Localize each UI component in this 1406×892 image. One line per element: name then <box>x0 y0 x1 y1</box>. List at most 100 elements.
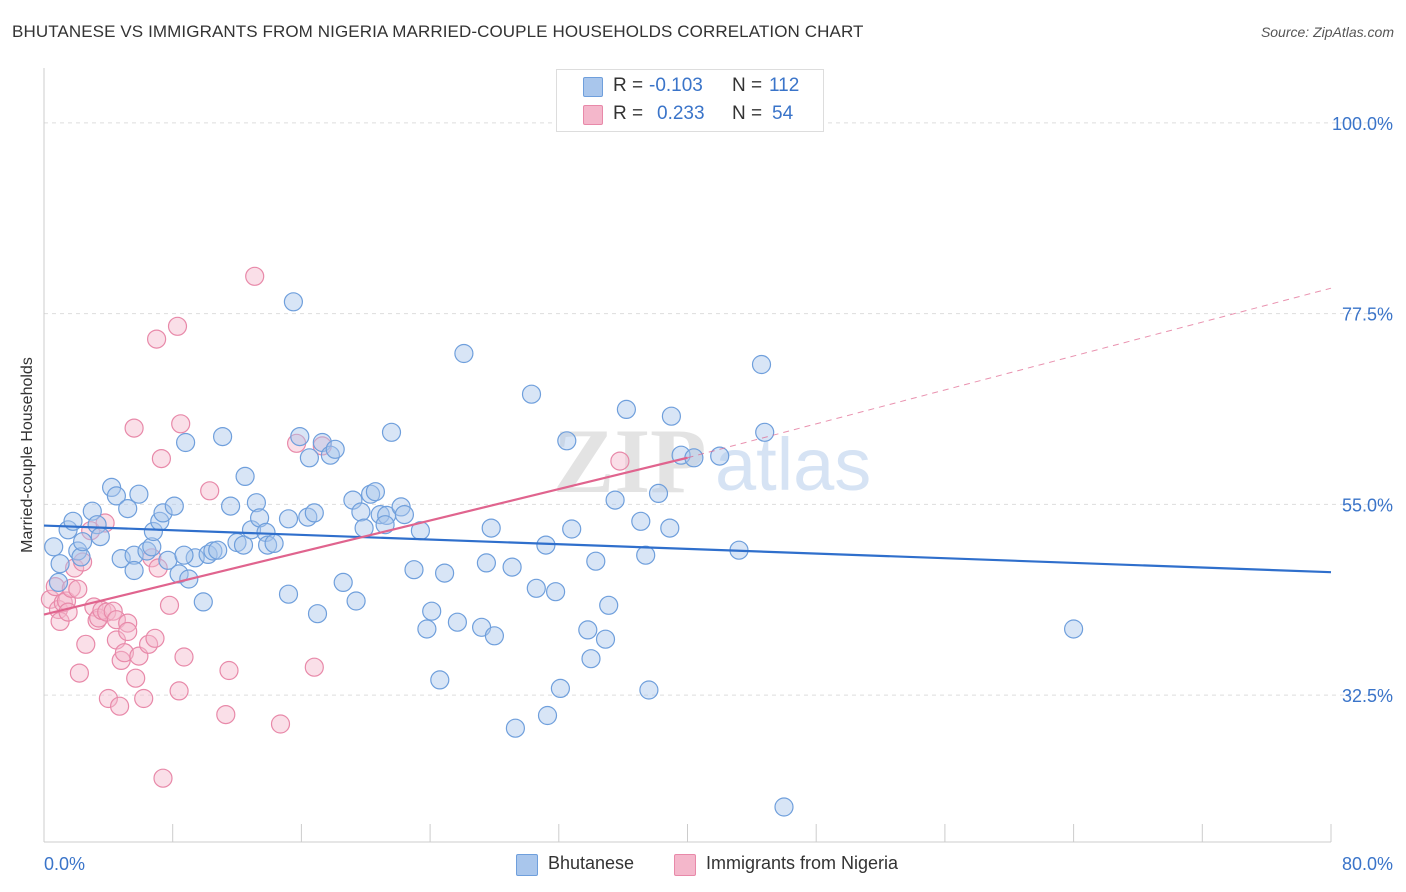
y-tick-labels: 32.5% 55.0% 77.5% 100.0% <box>1332 114 1393 706</box>
bhutanese-point <box>557 431 577 451</box>
bhutanese-point <box>290 427 310 447</box>
watermark: ZIP atlas <box>553 410 871 512</box>
bhutanese-point <box>751 354 772 375</box>
legend-n-label: N = <box>732 103 763 124</box>
bhutanese-point <box>710 446 730 466</box>
nigeria-point <box>76 634 96 654</box>
x-tick-label: 80.0% <box>1342 854 1393 874</box>
nigeria-trendline <box>43 456 688 616</box>
bhutanese-point <box>661 406 682 426</box>
legend-swatch-blue <box>583 77 603 97</box>
bhutanese-point <box>381 422 402 442</box>
nigeria-point <box>118 621 138 642</box>
bhutanese-point <box>233 535 254 555</box>
bhutanese-point <box>278 584 299 604</box>
bhutanese-point <box>221 496 241 516</box>
bhutanese-point <box>299 448 319 468</box>
nigeria-point <box>111 650 131 671</box>
nigeria-point <box>53 593 73 613</box>
watermark-atlas: atlas <box>715 423 871 506</box>
nigeria-point <box>106 610 127 630</box>
nigeria-point <box>219 660 239 681</box>
bhutanese-point <box>454 343 474 364</box>
bhutanese-point <box>129 484 149 504</box>
series-bhutanese <box>44 292 1084 817</box>
bhutanese-point <box>164 496 184 516</box>
nigeria-point <box>159 595 180 615</box>
y-tick-label: 32.5% <box>1342 686 1393 706</box>
bhutanese-point <box>648 483 669 503</box>
nigeria-point <box>126 668 146 688</box>
bhutanese-point <box>346 591 366 611</box>
bhutanese-point <box>526 578 546 598</box>
series-immigrants-from-nigeria <box>40 266 630 788</box>
bhutanese-point <box>264 533 284 554</box>
trendlines <box>43 287 1332 616</box>
bhutanese-point <box>174 545 194 565</box>
bhutanese-point <box>153 503 173 523</box>
nigeria-point <box>68 579 88 599</box>
bhutanese-point <box>631 511 651 531</box>
bhutanese-point <box>325 439 345 459</box>
bhutanese-point <box>562 519 582 539</box>
bhutanese-point <box>283 292 303 312</box>
nigeria-point <box>169 681 189 701</box>
legend-n-value: 54 <box>772 103 794 124</box>
nigeria-point <box>171 414 191 434</box>
x-tick-labels: 0.0% 80.0% <box>44 854 1393 874</box>
bhutanese-point <box>595 629 616 649</box>
nigeria-point <box>97 602 117 622</box>
bhutanese-point <box>142 537 162 557</box>
bhutanese-point <box>639 680 659 700</box>
bhutanese-point <box>333 572 353 593</box>
bhutanese-point <box>213 427 233 447</box>
bhutanese-point <box>365 482 385 502</box>
watermark-zip: ZIP <box>553 410 706 512</box>
legend-n-label: N = <box>732 75 763 96</box>
bhutanese-point <box>586 551 606 571</box>
bhutanese-point <box>581 649 601 669</box>
bhutanese-point <box>605 490 625 510</box>
bhutanese-point <box>87 515 107 535</box>
nigeria-point <box>134 688 154 709</box>
bhutanese-point <box>307 604 328 624</box>
bhutanese-point <box>246 493 266 513</box>
bhutanese-point <box>404 560 424 580</box>
nigeria-point <box>304 657 324 677</box>
bhutanese-point <box>370 504 390 525</box>
x-tick-label: 0.0% <box>44 854 85 874</box>
nigeria-point <box>114 643 135 663</box>
legend-swatch-pink <box>674 854 696 876</box>
y-tick-label: 100.0% <box>1332 114 1393 134</box>
bhutanese-point <box>545 582 566 602</box>
bhutanese-point <box>660 518 680 538</box>
bhutanese-point <box>351 502 371 522</box>
bhutanese-point <box>235 466 255 486</box>
bhutanese-point <box>106 486 127 506</box>
bhutanese-point <box>536 535 556 555</box>
bhutanese-point <box>1063 619 1084 639</box>
bhutanese-point <box>476 553 496 573</box>
bhutanese-point <box>208 540 228 560</box>
bhutanese-point <box>447 612 467 632</box>
nigeria-point <box>245 266 265 286</box>
bhutanese-point <box>422 601 442 621</box>
source-label: Source: ZipAtlas.com <box>1260 24 1394 40</box>
nigeria-point <box>109 696 130 716</box>
bhutanese-point <box>578 620 598 640</box>
bhutanese-point <box>537 705 558 726</box>
nigeria-point <box>610 451 630 471</box>
legend-r-value: -0.103 <box>649 75 703 96</box>
bhutanese-point <box>71 547 91 567</box>
bhutanese-point <box>278 509 299 529</box>
nigeria-point <box>98 688 119 709</box>
bhutanese-point <box>616 399 637 419</box>
bhutanese-point <box>44 537 64 557</box>
bhutanese-point <box>484 626 504 646</box>
nigeria-point <box>167 316 188 336</box>
bhutanese-point <box>258 535 278 555</box>
bhutanese-point <box>430 670 450 690</box>
legend-swatch-pink <box>583 105 603 125</box>
bhutanese-point <box>50 554 70 574</box>
